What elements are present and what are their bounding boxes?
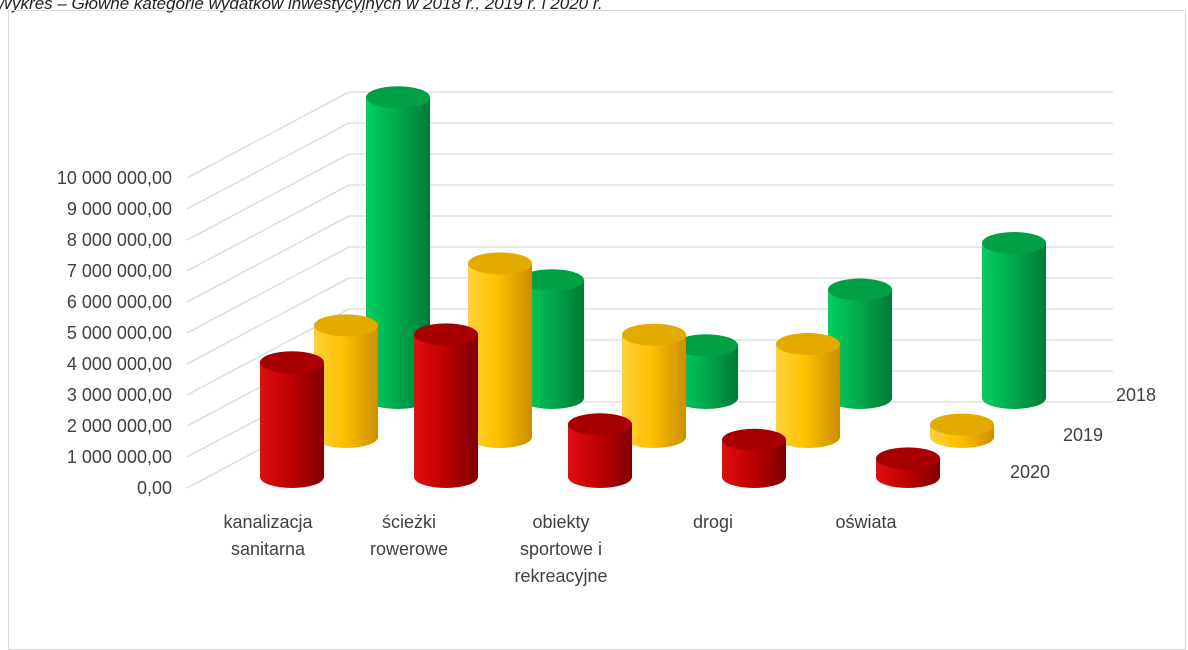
cylinder-top [314, 314, 378, 337]
cylinders [260, 86, 1046, 488]
category-label: obiekty sportowe i rekreacyjne [514, 512, 607, 586]
cylinder-2019-0 [314, 314, 378, 448]
cylinder-2020-2 [568, 413, 632, 488]
side-wall-gridline [186, 184, 350, 272]
cylinder-2018-1 [520, 269, 584, 409]
cylinder-top [722, 428, 786, 451]
cylinder-body [828, 289, 892, 409]
cylinder-2019-1 [468, 252, 532, 448]
cylinder-body [366, 97, 430, 410]
cylinder-body [260, 362, 324, 488]
y-tick-label: 8 000 000,00 [67, 230, 172, 250]
cylinder-body [414, 334, 478, 488]
category-label: drogi [693, 512, 733, 532]
y-tick-label: 1 000 000,00 [67, 447, 172, 467]
cylinder-top [982, 232, 1046, 254]
side-wall-gridline [186, 91, 350, 179]
y-tick-label: 7 000 000,00 [67, 261, 172, 281]
y-tick-label: 2 000 000,00 [67, 416, 172, 436]
series-labels: 2018 2019 2020 [1010, 385, 1156, 482]
side-wall-gridline [186, 246, 350, 334]
cylinder-body [674, 345, 738, 409]
y-tick-label: 5 000 000,00 [67, 323, 172, 343]
cylinder-top [876, 447, 940, 470]
cylinder-2018-0 [366, 86, 430, 410]
cylinder-top [414, 323, 478, 346]
side-wall-gridline [186, 277, 350, 365]
cylinder-body [776, 344, 840, 448]
y-axis-tick-labels: 0,00 1 000 000,00 2 000 000,00 3 000 000,00… [57, 168, 172, 498]
cylinder-top [674, 334, 738, 357]
cylinder-body [982, 243, 1046, 409]
cylinder-top [776, 333, 840, 355]
cylinder-top [260, 351, 324, 374]
cylinder-2018-4 [982, 232, 1046, 409]
y-tick-label: 3 000 000,00 [67, 385, 172, 405]
cylinder-2018-3 [828, 278, 892, 409]
side-wall-gridline [186, 153, 350, 241]
series-label-2018: 2018 [1116, 385, 1156, 405]
series-label-2020: 2020 [1010, 462, 1050, 482]
cylinder-2019-3 [776, 333, 840, 448]
side-wall-gridline [186, 215, 350, 303]
cylinder-2020-0 [260, 351, 324, 488]
cylinder-body [468, 263, 532, 448]
y-tick-label: 6 000 000,00 [67, 292, 172, 312]
cylinder-body [568, 424, 632, 488]
cylinder-body [622, 334, 686, 448]
cylinder-top [930, 413, 994, 436]
cylinder-top [366, 86, 430, 109]
cylinder-2020-3 [722, 428, 786, 488]
category-labels: kanalizacja sanitarna ścieżki rowerowe obiek… [223, 512, 897, 586]
cylinder-top [520, 269, 584, 292]
cylinder-2018-2 [674, 334, 738, 409]
category-label: oświata [835, 512, 897, 532]
y-tick-label: 0,00 [137, 478, 172, 498]
cylinder-2019-2 [622, 323, 686, 448]
cylinder-top [828, 278, 892, 301]
cylinder-body [520, 280, 584, 409]
cylinder-body [314, 325, 378, 448]
side-wall-gridline [186, 122, 350, 210]
cylinder-top [622, 323, 686, 346]
cylinder-2020-4 [876, 447, 940, 488]
series-label-2019: 2019 [1063, 425, 1103, 445]
y-tick-label: 4 000 000,00 [67, 354, 172, 374]
cylinder-2020-1 [414, 323, 478, 488]
cylinder-body [722, 439, 786, 488]
cylinder-top [468, 252, 532, 275]
chart-canvas: 0,00 1 000 000,00 2 000 000,00 3 000 000,00… [57, 86, 1156, 586]
category-label: ścieżki rowerowe [370, 512, 448, 559]
chart-caption: Wykres – Główne kategorie wydatków inwes… [0, 0, 603, 13]
category-label: kanalizacja sanitarna [223, 512, 313, 559]
cylinder-top [568, 413, 632, 436]
cylinder-2019-4 [930, 413, 994, 448]
y-tick-label: 9 000 000,00 [67, 199, 172, 219]
y-tick-label: 10 000 000,00 [57, 168, 172, 188]
